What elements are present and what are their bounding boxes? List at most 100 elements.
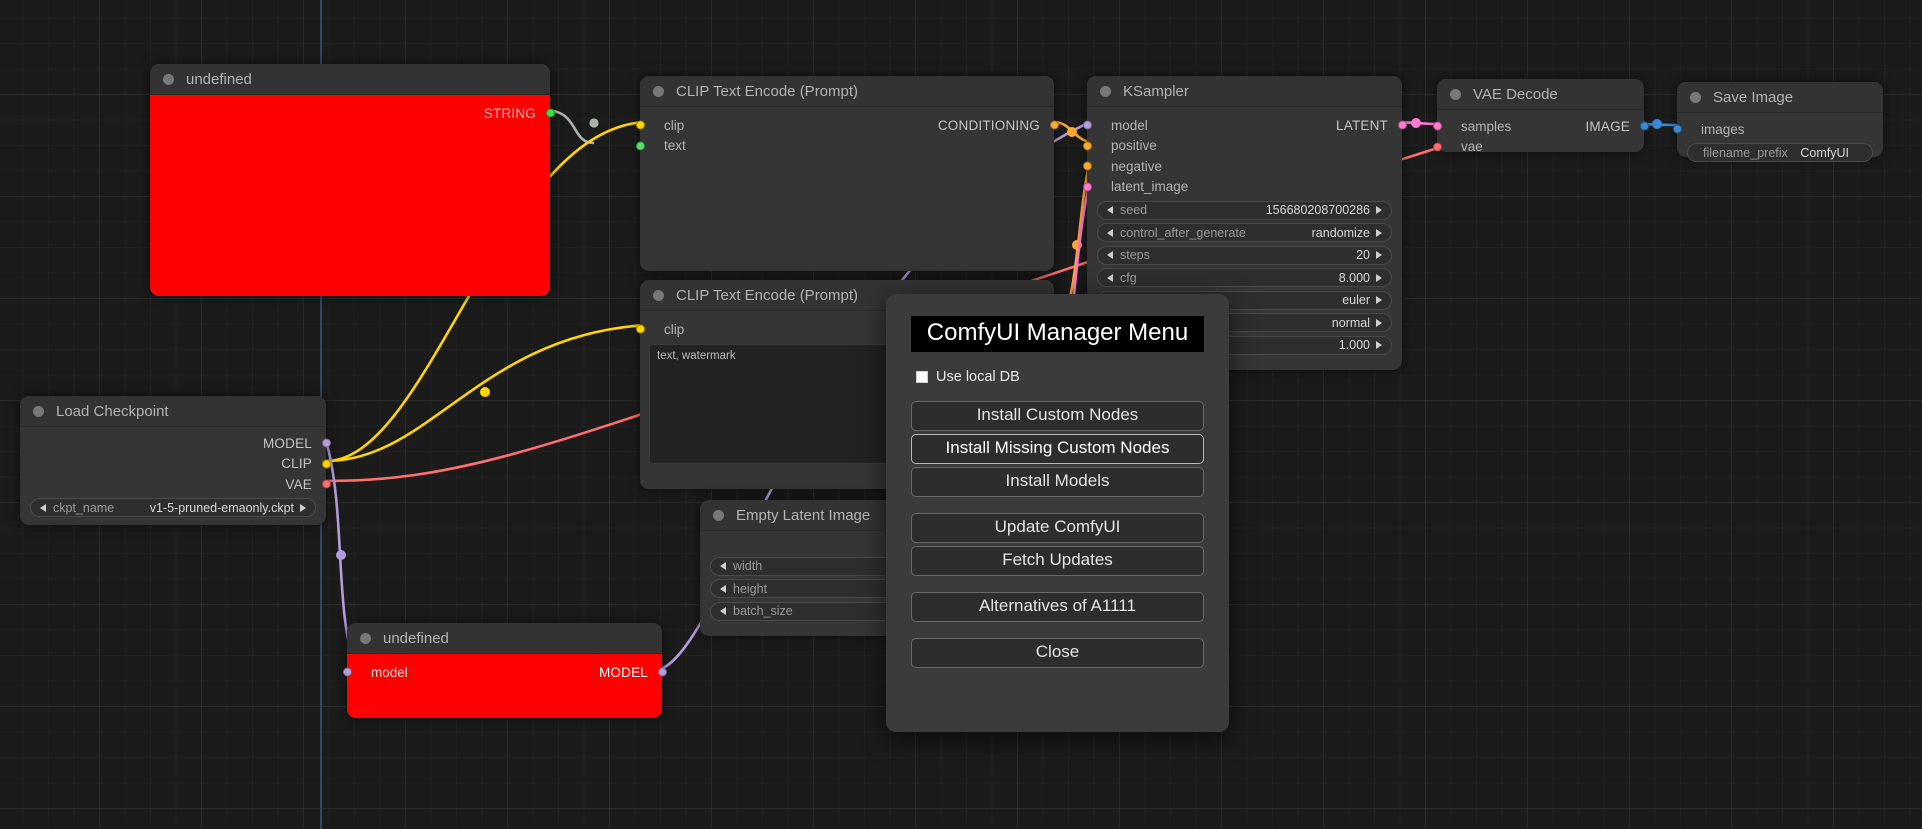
slot-row-samples[interactable]: samples IMAGE [1432,116,1649,137]
dialog-title: ComfyUI Manager Menu [911,316,1204,352]
output-dot-icon-clip[interactable] [321,459,331,469]
node-title-bar[interactable]: undefined [150,64,550,95]
install-models-button[interactable]: Install Models [911,467,1204,497]
decrement-arrow-icon[interactable] [720,584,726,593]
node-clip-text-encode-positive[interactable]: CLIP Text Encode (Prompt) clip CONDITION… [635,76,1059,271]
node-title-bar[interactable]: undefined [347,623,662,654]
input-dot-icon-negative[interactable] [1082,161,1092,171]
collapse-dot-icon[interactable] [1690,91,1701,103]
collapse-dot-icon[interactable] [653,85,664,97]
input-dot-icon-clip[interactable] [635,324,645,334]
node-title-bar[interactable]: VAE Decode [1437,79,1644,110]
node-title-bar[interactable]: Load Checkpoint [20,396,326,427]
node-title-bar[interactable]: Save Image [1677,82,1883,113]
widget-cfg[interactable]: cfg 8.000 [1097,268,1392,287]
node-undefined-model[interactable]: undefined model MODEL [342,623,667,718]
widget-seed[interactable]: seed 156680208700286 [1097,200,1392,220]
widget-ckpt-name[interactable]: ckpt_name v1-5-pruned-emaonly.ckpt [30,498,316,517]
decrement-arrow-icon[interactable] [1107,206,1113,214]
output-dot-icon-latent[interactable] [1397,120,1407,130]
increment-arrow-icon[interactable] [300,503,306,512]
node-title-bar[interactable]: KSampler [1087,76,1402,107]
use-local-db-checkbox[interactable] [916,371,928,383]
input-dot-icon-images[interactable] [1672,124,1682,134]
output-dot-icon[interactable] [545,108,555,118]
decrement-arrow-icon[interactable] [1107,251,1113,259]
output-dot-icon-vae[interactable] [321,479,331,489]
input-label-clip: clip [664,321,685,337]
increment-arrow-icon[interactable] [1376,296,1382,304]
output-dot-icon-model[interactable] [657,667,667,677]
install-missing-custom-nodes-button[interactable]: Install Missing Custom Nodes [911,434,1204,464]
input-dot-icon-model[interactable] [342,667,352,677]
slot-row-model[interactable]: model MODEL [342,662,667,683]
decrement-arrow-icon[interactable] [1107,273,1113,282]
output-label-vae: VAE [285,476,312,492]
node-load-checkpoint[interactable]: Load Checkpoint MODEL CLIP VAE ckpt_name… [20,396,331,525]
install-custom-nodes-button[interactable]: Install Custom Nodes [911,401,1204,431]
decrement-arrow-icon[interactable] [720,562,726,570]
input-label-model: model [371,664,408,680]
increment-arrow-icon[interactable] [1376,273,1382,282]
increment-arrow-icon[interactable] [1376,341,1382,349]
output-dot-icon-conditioning[interactable] [1049,120,1059,130]
input-dot-icon-model[interactable] [1082,120,1092,130]
slot-row-clip-out[interactable]: CLIP [20,454,331,475]
slot-row-latent-image[interactable]: latent_image [1082,177,1402,198]
slot-row-vae[interactable]: vae [1432,137,1644,158]
output-slot-string[interactable]: STRING [150,103,555,124]
node-title: undefined [383,629,449,647]
decrement-arrow-icon[interactable] [720,607,726,615]
widget-steps[interactable]: steps 20 [1097,245,1392,265]
node-title: Empty Latent Image [736,506,871,524]
slot-row-negative[interactable]: negative [1082,156,1402,177]
slot-row-clip[interactable]: clip [635,319,1054,340]
slot-row-images[interactable]: images [1672,119,1883,140]
collapse-dot-icon[interactable] [33,405,44,417]
output-dot-icon-image[interactable] [1639,121,1649,131]
slot-row-clip[interactable]: clip CONDITIONING [635,115,1059,136]
widget-control-after-generate[interactable]: control_after_generate randomize [1097,223,1392,242]
input-dot-icon-clip[interactable] [635,120,645,130]
input-dot-icon-positive[interactable] [1082,141,1092,151]
use-local-db-row[interactable]: Use local DB [916,369,1204,385]
input-dot-icon-vae[interactable] [1432,142,1442,152]
slot-row-model-out[interactable]: MODEL [20,433,331,454]
widget-filename-prefix[interactable]: filename_prefix ComfyUI [1687,143,1873,162]
update-comfyui-button[interactable]: Update ComfyUI [911,513,1204,543]
node-save-image[interactable]: Save Image images filename_prefix ComfyU… [1672,82,1883,162]
node-vae-decode[interactable]: VAE Decode samples IMAGE vae [1432,79,1649,154]
collapse-dot-icon[interactable] [1100,85,1111,97]
slot-row-model[interactable]: model LATENT [1082,115,1407,136]
output-dot-icon-model[interactable] [321,438,331,448]
increment-arrow-icon[interactable] [1376,251,1382,259]
node-undefined-string[interactable]: undefined STRING [150,64,555,296]
slot-row-text[interactable]: text [635,136,1054,157]
alternatives-of-a1111-button[interactable]: Alternatives of A1111 [911,592,1204,622]
increment-arrow-icon[interactable] [1376,228,1382,237]
button-group-divider [911,500,1204,513]
decrement-arrow-icon[interactable] [1107,228,1113,237]
collapse-dot-icon[interactable] [713,509,724,521]
input-label-images: images [1701,121,1745,137]
collapse-dot-icon[interactable] [1450,88,1461,100]
input-dot-icon-samples[interactable] [1432,121,1442,131]
collapse-dot-icon[interactable] [360,632,371,644]
node-title-bar[interactable]: CLIP Text Encode (Prompt) [640,76,1054,107]
close-button[interactable]: Close [911,638,1204,668]
input-label-vae: vae [1461,139,1483,155]
collapse-dot-icon[interactable] [163,73,174,85]
output-label-model: MODEL [598,664,648,680]
input-dot-icon-latent-image[interactable] [1082,182,1092,192]
collapse-dot-icon[interactable] [653,289,664,301]
increment-arrow-icon[interactable] [1376,318,1382,327]
input-dot-icon-text[interactable] [635,141,645,151]
slot-row-vae-out[interactable]: VAE [20,474,331,495]
slot-row-positive[interactable]: positive [1082,136,1402,157]
fetch-updates-button[interactable]: Fetch Updates [911,546,1204,576]
comfyui-manager-dialog[interactable]: ComfyUI Manager Menu Use local DB Instal… [886,294,1229,732]
input-label-model: model [1111,117,1148,133]
decrement-arrow-icon[interactable] [40,503,46,512]
increment-arrow-icon[interactable] [1376,206,1382,214]
